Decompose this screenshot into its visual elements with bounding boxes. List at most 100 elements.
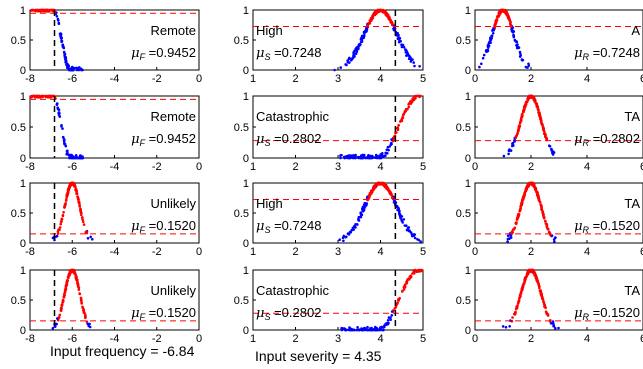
- scatter-point: [377, 10, 381, 14]
- y-tick-label: 0: [465, 153, 471, 165]
- scatter-point: [513, 312, 517, 316]
- x-tick-label: 1: [250, 161, 256, 173]
- scatter-point: [63, 288, 67, 292]
- scatter-point: [524, 65, 528, 69]
- scatter-point: [506, 234, 510, 238]
- x-tick-label: 2: [528, 73, 534, 85]
- scatter-point: [403, 110, 407, 113]
- scatter-point: [71, 181, 74, 185]
- scatter-point: [371, 16, 374, 20]
- x-tick-label: 4: [584, 73, 590, 85]
- scatter-point: [538, 286, 541, 290]
- scatter-point: [79, 296, 83, 300]
- scatter-point: [511, 316, 514, 319]
- scatter-point: [61, 136, 65, 139]
- scatter-point: [84, 315, 87, 319]
- scatter-point: [398, 212, 401, 215]
- scatter-point: [520, 289, 524, 292]
- scatter-point: [79, 208, 82, 212]
- scatter-point: [65, 149, 69, 153]
- membership-value-label: μR =0.1520: [574, 218, 640, 235]
- scatter-point: [414, 270, 417, 273]
- scatter-point: [354, 153, 357, 157]
- scatter-point: [540, 209, 544, 212]
- scatter-point: [380, 8, 384, 12]
- scatter-point: [369, 328, 373, 332]
- scatter-point: [520, 58, 524, 61]
- scatter-point: [347, 154, 351, 157]
- scatter-point: [405, 282, 409, 285]
- x-tick-label: -2: [152, 161, 162, 173]
- x-tick-label: 5: [420, 333, 426, 345]
- scatter-point: [542, 128, 545, 131]
- scatter-point: [413, 95, 416, 98]
- panel-r1-c0: 0 0.5 1 -8 -6 -4 -2 0 Remote μF =0.9452: [11, 91, 202, 173]
- scatter-point: [393, 307, 397, 310]
- scatter-point: [386, 14, 390, 17]
- scatter-point: [515, 44, 518, 47]
- scatter-point: [535, 190, 538, 194]
- scatter-point: [551, 320, 555, 323]
- scatter-point: [78, 205, 81, 208]
- scatter-point: [81, 305, 84, 309]
- scatter-point: [74, 156, 77, 160]
- scatter-point: [351, 156, 355, 160]
- scatter-point: [347, 57, 351, 61]
- scatter-point: [80, 213, 83, 217]
- scatter-point: [509, 22, 512, 26]
- scatter-point: [89, 235, 92, 239]
- scatter-point: [508, 325, 512, 328]
- scatter-point: [402, 46, 406, 49]
- x-tick-label: 2: [528, 246, 534, 258]
- x-tick-label: 0: [196, 246, 202, 258]
- scatter-point: [59, 35, 62, 38]
- scatter-point: [60, 39, 64, 43]
- scatter-series: [340, 268, 424, 332]
- x-tick-label: 4: [377, 73, 383, 85]
- x-tick-label: 4: [584, 246, 590, 258]
- membership-value-label: μF =0.1520: [131, 218, 196, 235]
- scatter-point: [66, 66, 69, 70]
- scatter-point: [403, 286, 406, 290]
- scatter-point: [341, 236, 345, 240]
- scatter-point: [349, 155, 353, 159]
- scatter-point: [370, 326, 373, 330]
- scatter-point: [517, 128, 520, 131]
- scatter-point: [71, 66, 74, 70]
- caption-severity: Input severity = 4.35: [255, 348, 382, 364]
- scatter-point: [494, 22, 497, 26]
- scatter-point: [390, 138, 393, 141]
- scatter-point: [386, 322, 390, 326]
- scatter-point: [400, 117, 404, 121]
- scatter-point: [501, 325, 505, 328]
- scatter-point: [48, 94, 52, 98]
- scatter-point: [548, 145, 552, 148]
- scatter-point: [75, 276, 78, 279]
- scatter-point: [58, 115, 62, 118]
- scatter-point: [526, 184, 529, 187]
- scatter-point: [518, 209, 522, 212]
- scatter-point: [389, 318, 392, 322]
- x-tick-label: 0: [196, 73, 202, 85]
- scatter-point: [368, 192, 372, 195]
- x-tick-label: 3: [335, 73, 341, 85]
- scatter-series: [478, 8, 531, 69]
- scatter-point: [541, 298, 545, 301]
- scatter-point: [490, 37, 494, 40]
- scatter-point: [342, 327, 346, 330]
- y-tick-label: 0.5: [11, 35, 26, 47]
- membership-value-label: μF =0.9452: [131, 45, 196, 62]
- scatter-point: [356, 326, 359, 329]
- scatter-point: [384, 322, 387, 326]
- scatter-point: [62, 138, 66, 142]
- scatter-point: [55, 234, 59, 238]
- scatter-point: [74, 154, 78, 157]
- fuzzy-set-label: Catastrophic: [256, 109, 329, 124]
- x-tick-label: 3: [335, 333, 341, 345]
- scatter-point: [80, 211, 83, 215]
- scatter-point: [515, 40, 519, 44]
- fuzzy-set-label: Remote: [150, 109, 196, 124]
- scatter-point: [406, 53, 409, 56]
- x-tick-label: -4: [110, 73, 120, 85]
